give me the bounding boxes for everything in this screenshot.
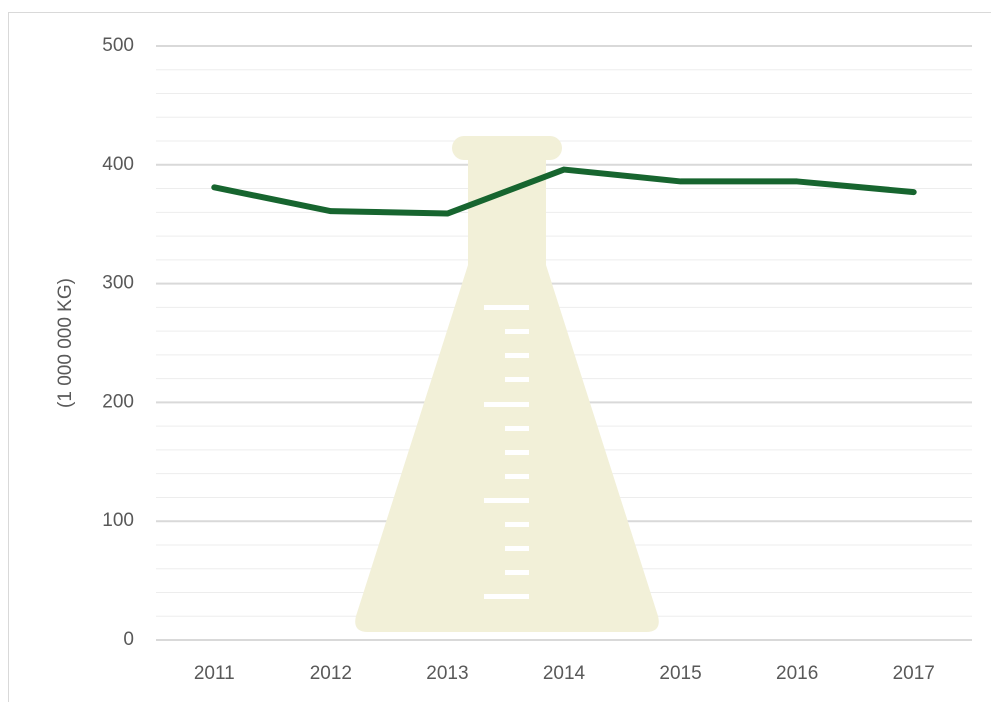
x-tick-label: 2015	[659, 663, 701, 684]
x-tick-label: 2016	[776, 663, 818, 684]
y-axis-label: (1 000 000 KG)	[55, 278, 76, 408]
x-tick-label: 2017	[893, 663, 935, 684]
y-tick-label: 100	[102, 510, 134, 531]
x-tick-label: 2014	[543, 663, 586, 684]
x-tick-label: 2012	[310, 663, 352, 684]
y-tick-label: 300	[102, 273, 134, 294]
y-tick-label: 200	[102, 391, 134, 412]
y-tick-label: 500	[102, 35, 134, 56]
data-line	[214, 170, 913, 214]
x-tick-label: 2013	[426, 663, 468, 684]
chart: (1 000 000 KG) 0 100 200 300 400 500 2011 2012 2…	[0, 0, 991, 702]
x-tick-label: 2011	[194, 663, 235, 684]
y-tick-label: 400	[102, 154, 134, 175]
y-tick-label: 0	[123, 629, 134, 650]
